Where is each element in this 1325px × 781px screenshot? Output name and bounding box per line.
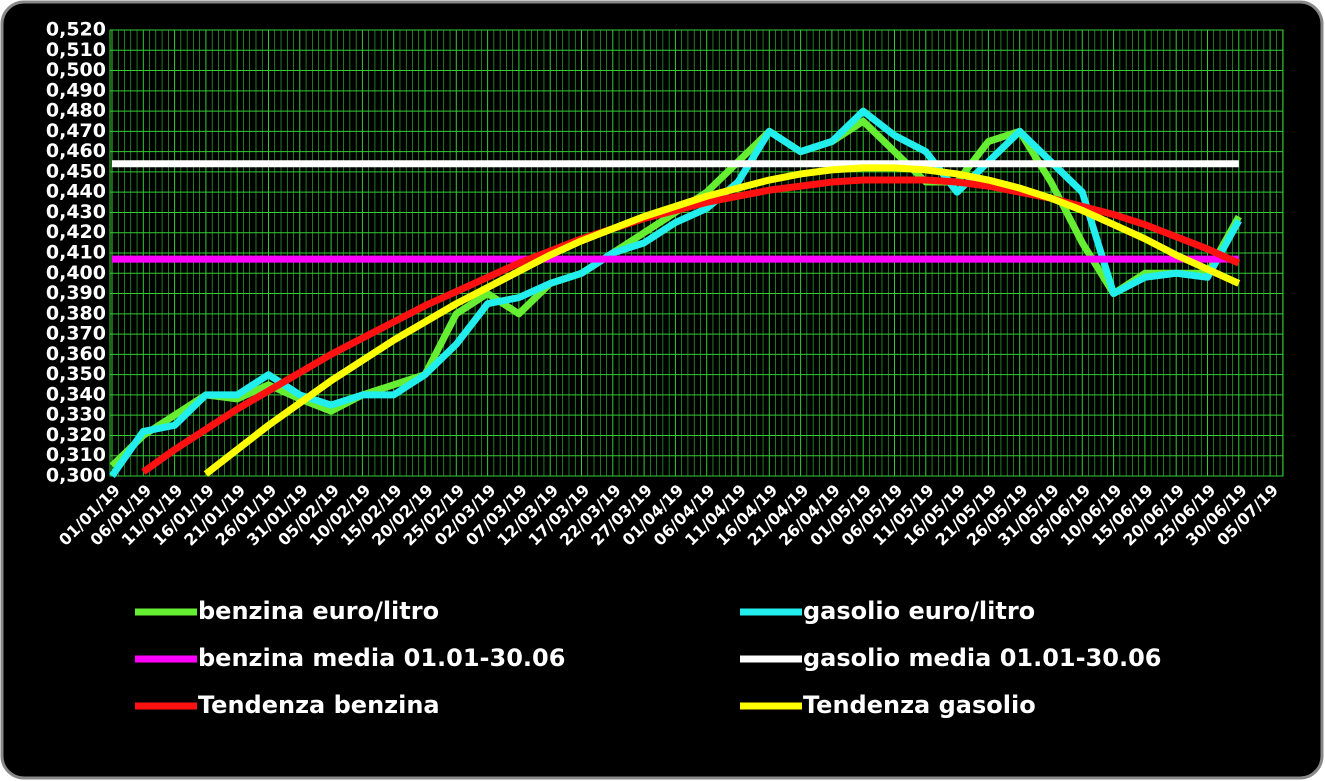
y-tick-label: 0,310 bbox=[46, 444, 106, 466]
y-tick-label: 0,350 bbox=[46, 363, 106, 385]
y-tick-label: 0,500 bbox=[46, 59, 106, 81]
y-tick-label: 0,460 bbox=[46, 140, 106, 162]
series-line bbox=[203, 164, 1241, 477]
y-tick-label: 0,480 bbox=[46, 100, 106, 122]
y-tick-label: 0,470 bbox=[46, 120, 106, 142]
y-tick-label: 0,360 bbox=[46, 343, 106, 365]
y-tick-label: 0,340 bbox=[46, 383, 106, 405]
y-tick-label: 0,390 bbox=[46, 282, 106, 304]
y-tick-label: 0,410 bbox=[46, 242, 106, 264]
y-tick-label: 0,380 bbox=[46, 302, 106, 324]
y-tick-label: 0,370 bbox=[46, 323, 106, 345]
y-tick-label: 0,440 bbox=[46, 181, 106, 203]
y-tick-label: 0,520 bbox=[46, 19, 106, 41]
legend-label: gasolio euro/litro bbox=[803, 597, 1035, 625]
legend-label: gasolio media 01.01-30.06 bbox=[803, 644, 1161, 672]
y-tick-label: 0,420 bbox=[46, 221, 106, 243]
y-tick-label: 0,320 bbox=[46, 424, 106, 446]
y-tick-label: 0,490 bbox=[46, 79, 106, 101]
legend-label: Tendenza benzina bbox=[198, 691, 440, 719]
y-tick-label: 0,300 bbox=[46, 465, 106, 487]
y-tick-label: 0,400 bbox=[46, 262, 106, 284]
legend-label: Tendenza gasolio bbox=[803, 691, 1036, 719]
legend-label: benzina euro/litro bbox=[198, 597, 439, 625]
y-tick-label: 0,330 bbox=[46, 404, 106, 426]
y-tick-label: 0,510 bbox=[46, 39, 106, 61]
legend-label: benzina media 01.01-30.06 bbox=[198, 644, 565, 672]
y-tick-label: 0,430 bbox=[46, 201, 106, 223]
y-tick-label: 0,450 bbox=[46, 160, 106, 182]
